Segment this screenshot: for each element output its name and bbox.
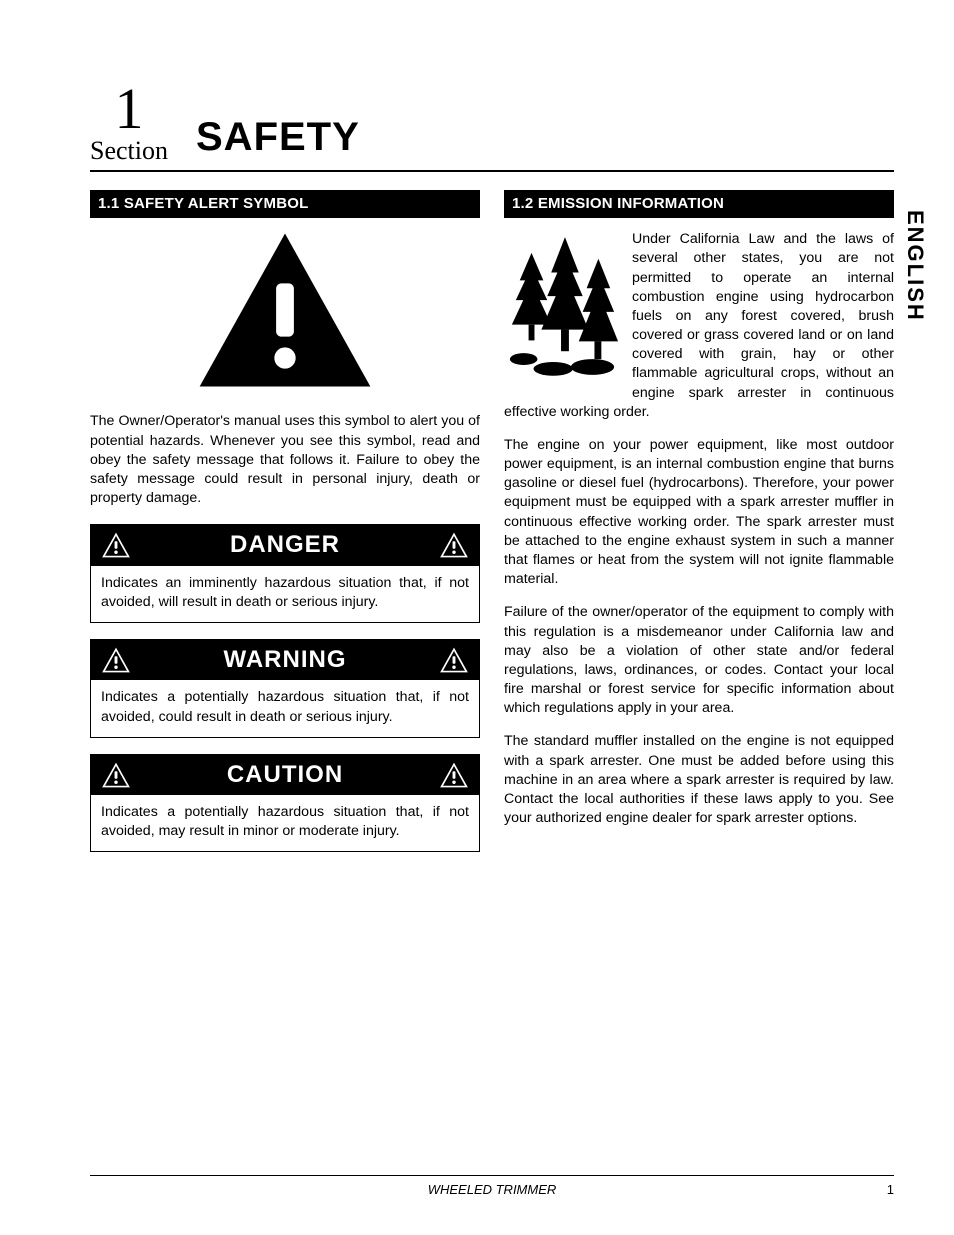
alert-box-warning: WARNING Indicates a potentially hazardou… [90,639,480,738]
alert-title-warning: WARNING [224,644,347,676]
emission-p3: Failure of the owner/operator of the equ… [504,603,894,718]
section-label: Section [90,138,168,164]
page-title: SAFETY [196,115,360,164]
alert-title-danger: DANGER [230,529,340,561]
alert-triangle-icon [101,532,131,558]
emission-p1-wrap: Under California Law and the laws of sev… [504,230,894,422]
alert-triangle-icon [101,647,131,673]
footer-page-number: 1 [887,1182,894,1197]
alert-header-caution: CAUTION [91,755,479,795]
language-tab: ENGLISH [902,210,928,322]
section-number: 1 [90,80,168,138]
forest-icon [504,230,622,380]
section-bar-1-2: 1.2 EMISSION INFORMATION [504,190,894,218]
alert-box-caution: CAUTION Indicates a potentially hazardou… [90,754,480,853]
alert-title-caution: CAUTION [227,759,343,791]
alert-triangle-icon [439,647,469,673]
alert-triangle-icon [101,762,131,788]
emission-p4: The standard muffler installed on the en… [504,732,894,828]
alert-triangle-icon [439,762,469,788]
alert-header-danger: DANGER [91,525,479,565]
section-number-block: 1 Section [90,80,168,164]
left-column: 1.1 SAFETY ALERT SYMBOL The Owner/Operat… [90,190,480,852]
emission-p2: The engine on your power equipment, like… [504,436,894,589]
alert-triangle-icon [439,532,469,558]
alert-box-danger: DANGER Indicates an imminently hazardous… [90,524,480,623]
alert-triangle-icon [195,230,375,390]
page-header: 1 Section SAFETY [90,80,894,172]
alert-header-warning: WARNING [91,640,479,680]
alert-body-danger: Indicates an imminently hazardous situat… [91,566,479,612]
right-column: 1.2 EMISSION INFORMATION Under Californi… [504,190,894,852]
content-columns: 1.1 SAFETY ALERT SYMBOL The Owner/Operat… [90,190,894,852]
page-footer: WHEELED TRIMMER 1 [90,1175,894,1197]
alert-body-caution: Indicates a potentially hazardous situat… [91,795,479,841]
section-bar-1-1: 1.1 SAFETY ALERT SYMBOL [90,190,480,218]
alert-body-warning: Indicates a potentially hazardous situat… [91,680,479,726]
intro-paragraph: The Owner/Operator's manual uses this sy… [90,412,480,508]
safety-alert-symbol-figure [90,230,480,396]
footer-title: WHEELED TRIMMER [428,1182,557,1197]
